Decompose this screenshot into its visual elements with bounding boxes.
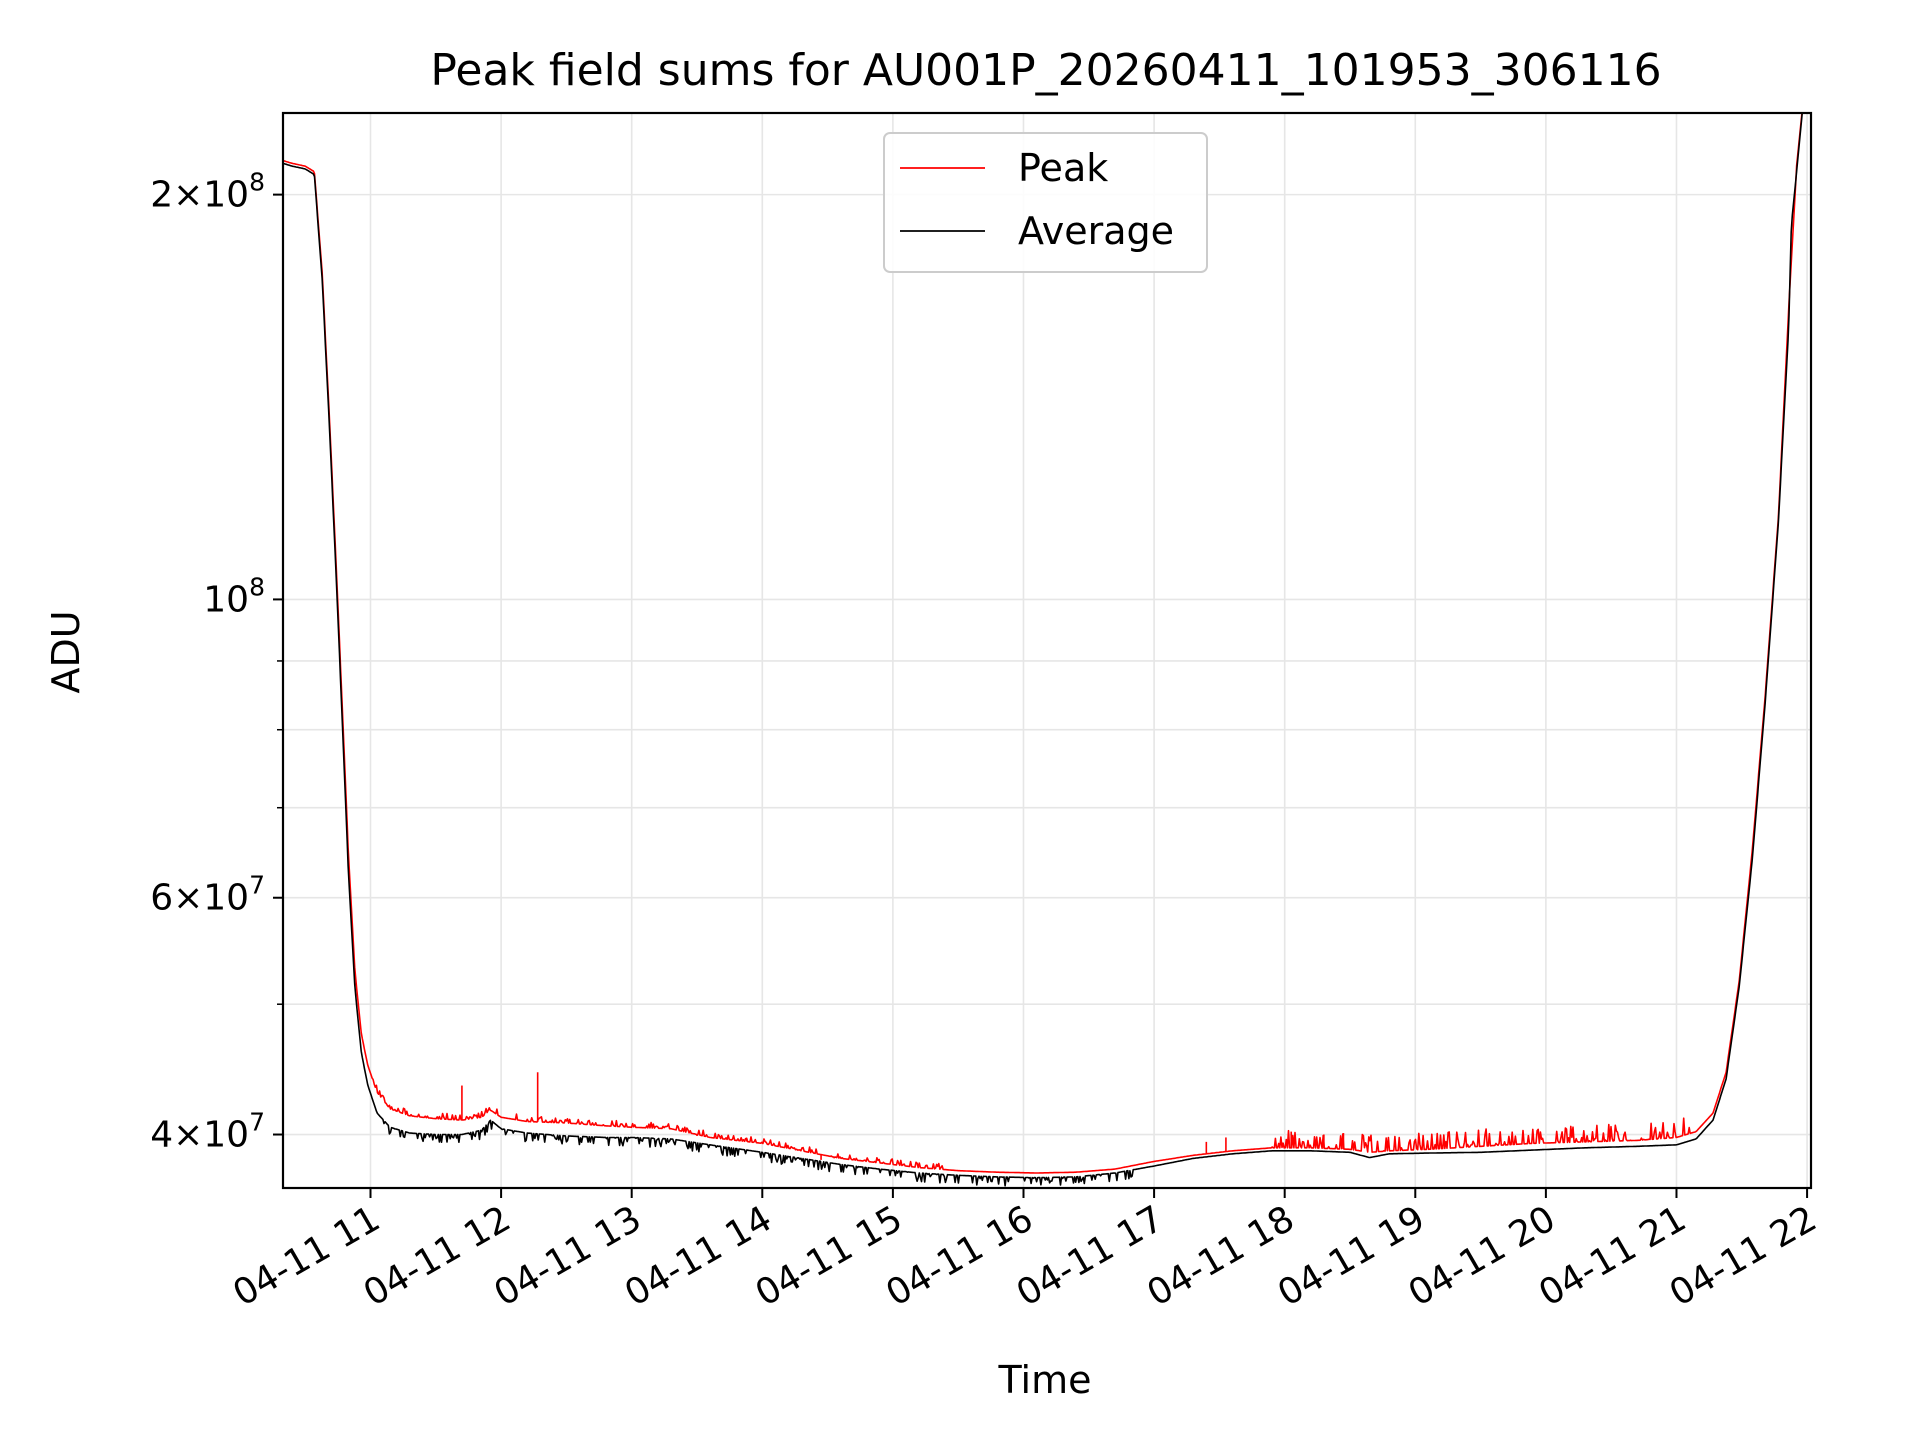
y-axis: 4×107 6×107 108 2×108 — [150, 168, 283, 1156]
legend-label-peak: Peak — [1018, 146, 1108, 190]
series-layer — [283, 113, 1804, 1187]
y-tick-label: 108 — [203, 572, 265, 620]
y-tick-label: 4×107 — [150, 1108, 265, 1156]
legend-label-average: Average — [1018, 209, 1174, 253]
series-line-peak — [283, 113, 1803, 1174]
x-axis-label: Time — [998, 1358, 1092, 1402]
series-line-average — [283, 113, 1804, 1187]
y-tick-label: 6×107 — [150, 871, 265, 919]
grid — [283, 113, 1811, 1188]
legend: Peak Average — [883, 132, 1208, 273]
y-axis-label: ADU — [44, 610, 88, 693]
plot-frame — [281, 111, 1813, 1190]
y-tick-label: 2×108 — [150, 168, 265, 216]
chart-title: Peak field sums for AU001P_20260411_1019… — [430, 45, 1661, 96]
